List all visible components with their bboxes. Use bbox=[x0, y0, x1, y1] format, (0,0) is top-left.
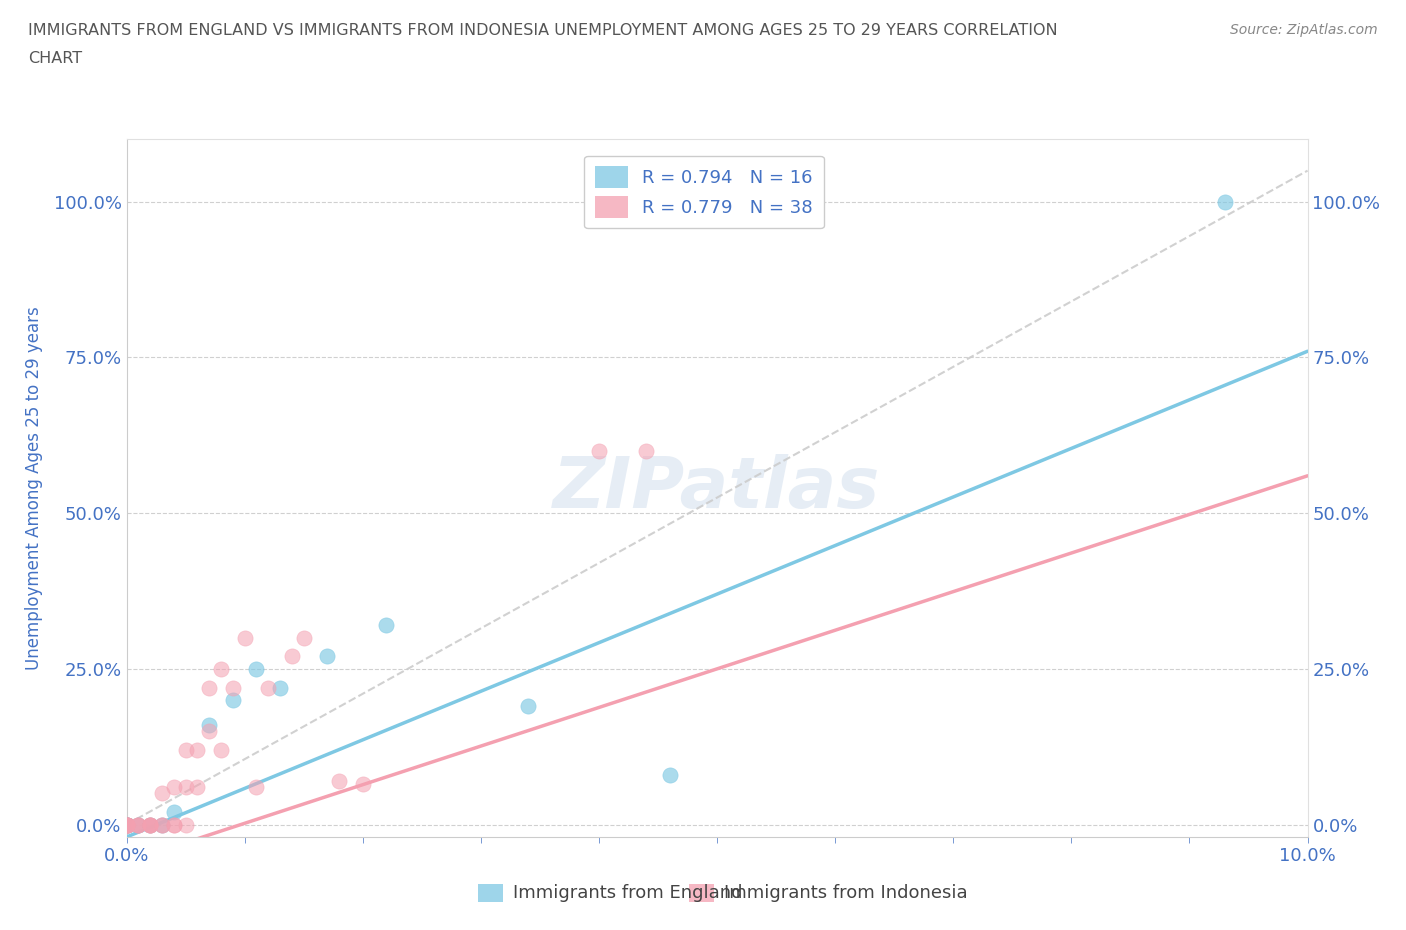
Point bbox=[115, 817, 138, 832]
Point bbox=[150, 817, 173, 832]
Legend: R = 0.794   N = 16, R = 0.779   N = 38: R = 0.794 N = 16, R = 0.779 N = 38 bbox=[585, 155, 824, 229]
Point bbox=[209, 661, 232, 676]
Point bbox=[588, 444, 610, 458]
Point bbox=[1213, 194, 1236, 209]
Point bbox=[257, 680, 280, 695]
Point bbox=[150, 817, 173, 832]
Point bbox=[115, 817, 138, 832]
Point bbox=[198, 680, 221, 695]
Point bbox=[292, 631, 315, 645]
Point bbox=[115, 817, 138, 832]
Point bbox=[127, 817, 149, 832]
Point bbox=[352, 777, 374, 791]
Point bbox=[150, 817, 173, 832]
Point bbox=[328, 774, 350, 789]
Text: ZIPatlas: ZIPatlas bbox=[554, 454, 880, 523]
Point bbox=[517, 698, 540, 713]
Point bbox=[198, 724, 221, 738]
Point bbox=[115, 817, 138, 832]
Point bbox=[139, 817, 162, 832]
Point bbox=[115, 817, 138, 832]
Point bbox=[636, 444, 658, 458]
Point bbox=[115, 817, 138, 832]
Point bbox=[174, 817, 197, 832]
Text: Source: ZipAtlas.com: Source: ZipAtlas.com bbox=[1230, 23, 1378, 37]
Point bbox=[281, 649, 304, 664]
Point bbox=[115, 817, 138, 832]
Point bbox=[174, 779, 197, 794]
Point bbox=[150, 786, 173, 801]
Point bbox=[198, 717, 221, 732]
Point bbox=[269, 680, 291, 695]
Point bbox=[139, 817, 162, 832]
FancyBboxPatch shape bbox=[478, 884, 503, 902]
Point bbox=[127, 817, 149, 832]
Point bbox=[245, 779, 267, 794]
Point bbox=[209, 742, 232, 757]
Point bbox=[174, 742, 197, 757]
Text: Immigrants from Indonesia: Immigrants from Indonesia bbox=[724, 884, 967, 902]
Point bbox=[186, 742, 208, 757]
Point bbox=[127, 817, 149, 832]
Point bbox=[139, 817, 162, 832]
Point bbox=[245, 661, 267, 676]
Point bbox=[658, 767, 681, 782]
Text: IMMIGRANTS FROM ENGLAND VS IMMIGRANTS FROM INDONESIA UNEMPLOYMENT AMONG AGES 25 : IMMIGRANTS FROM ENGLAND VS IMMIGRANTS FR… bbox=[28, 23, 1057, 38]
Point bbox=[163, 817, 186, 832]
Point bbox=[316, 649, 339, 664]
Point bbox=[139, 817, 162, 832]
Text: Immigrants from England: Immigrants from England bbox=[513, 884, 742, 902]
Point bbox=[139, 817, 162, 832]
Point bbox=[233, 631, 256, 645]
Point bbox=[127, 817, 149, 832]
Point bbox=[115, 817, 138, 832]
Point bbox=[222, 693, 245, 708]
FancyBboxPatch shape bbox=[689, 884, 714, 902]
Point bbox=[163, 817, 186, 832]
Point bbox=[222, 680, 245, 695]
Point bbox=[186, 779, 208, 794]
Point bbox=[163, 779, 186, 794]
Point bbox=[115, 817, 138, 832]
Point bbox=[375, 618, 398, 632]
Text: CHART: CHART bbox=[28, 51, 82, 66]
Y-axis label: Unemployment Among Ages 25 to 29 years: Unemployment Among Ages 25 to 29 years bbox=[24, 306, 42, 671]
Point bbox=[163, 804, 186, 819]
